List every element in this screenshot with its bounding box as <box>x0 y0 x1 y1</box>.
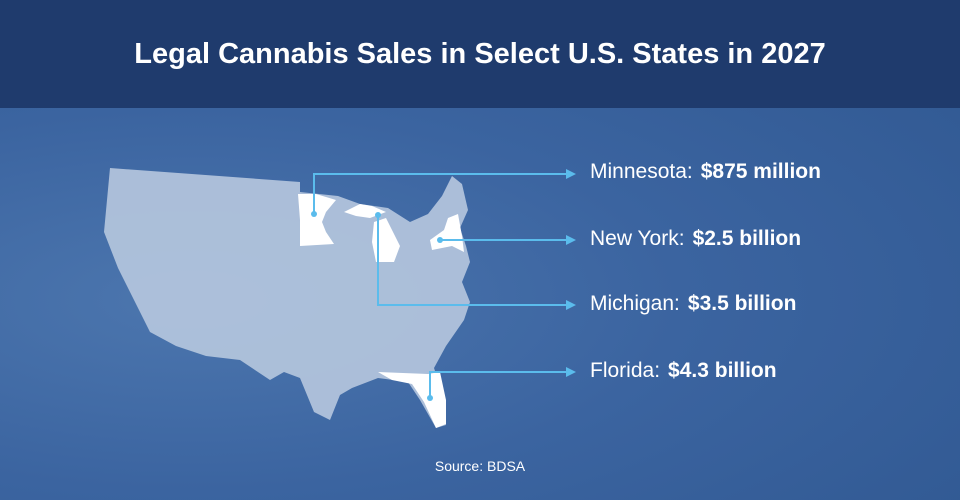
florida-leader <box>429 371 568 398</box>
state-value: $4.3 billion <box>668 359 777 382</box>
state-value: $2.5 billion <box>692 227 802 250</box>
arrowheads <box>311 169 576 401</box>
michigan-label: Michigan: $3.5 billion <box>590 292 796 316</box>
florida-dot <box>427 395 433 401</box>
michigan-leader <box>377 215 568 306</box>
minnesota-label: Minnesota: $875 million <box>590 160 821 184</box>
us-mainland <box>104 168 470 428</box>
state-value: $875 million <box>700 160 821 183</box>
minnesota-leader <box>313 173 568 214</box>
minnesota-dot <box>311 211 317 217</box>
arrow-icon <box>566 300 576 310</box>
michigan-state <box>344 204 400 262</box>
state-value: $3.5 billion <box>687 292 797 315</box>
michigan-dot <box>375 212 381 218</box>
header-band: Legal Cannabis Sales in Select U.S. Stat… <box>0 0 960 108</box>
state-name: Florida: <box>590 359 661 382</box>
state-name: Michigan: <box>590 292 680 315</box>
state-name: New York: <box>590 227 685 250</box>
state-name: Minnesota: <box>590 160 693 183</box>
florida-state <box>378 372 446 428</box>
new-york-dot <box>437 237 443 243</box>
minnesota-state <box>298 194 336 246</box>
arrow-icon <box>566 169 576 179</box>
page-title: Legal Cannabis Sales in Select U.S. Stat… <box>134 37 826 70</box>
florida-label: Florida: $4.3 billion <box>590 359 777 383</box>
arrow-icon <box>566 235 576 245</box>
arrow-icon <box>566 367 576 377</box>
leader-lines <box>313 173 568 398</box>
new-york-label: New York: $2.5 billion <box>590 227 801 251</box>
source-note: Source: BDSA <box>434 458 526 474</box>
